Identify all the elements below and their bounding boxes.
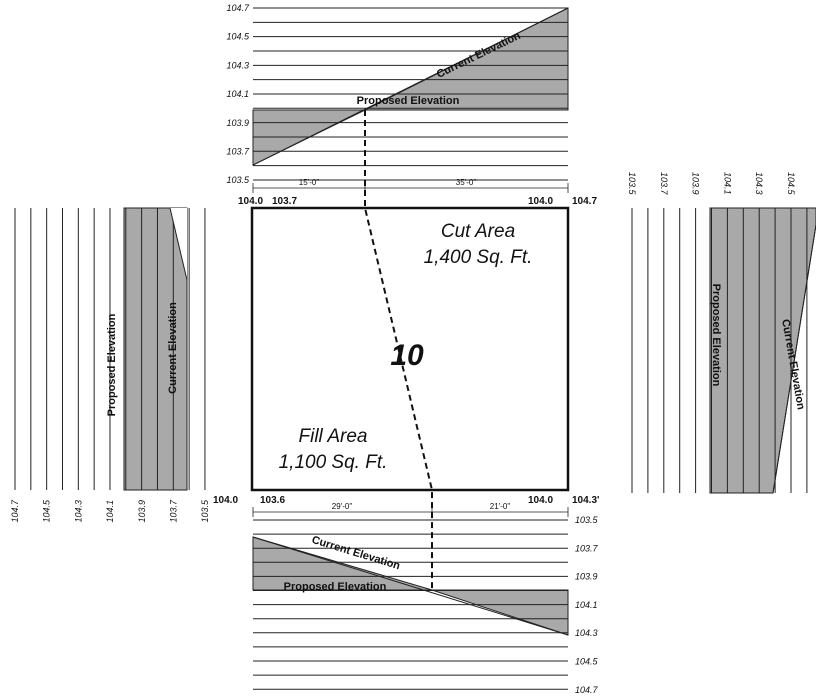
elevation-label: 103.5 [226,175,250,185]
elevation-label: 103.9 [575,572,598,582]
elevation-label: 104.7 [10,499,20,523]
elevation-label: 103.9 [137,500,147,523]
corner-elevation: 104.0 [238,196,263,207]
elevation-label: 104.5 [786,172,796,196]
square-number: 10 [390,339,424,372]
corner-elevation: 103.6 [260,495,285,506]
elevation-label: 104.1 [105,500,115,523]
elevation-label: 103.9 [691,172,701,195]
proposed-label: Proposed Elevation [357,95,460,107]
current-line [252,7,569,166]
dimension-label: 15'-0" [299,178,320,187]
elevation-label: 103.7 [575,543,599,553]
elevation-label: 104.3 [226,60,249,70]
elevation-label: 104.7 [226,3,250,13]
elevation-label: 104.7 [575,685,599,695]
right-profile-lines [631,208,808,493]
bottom-profile-lines [253,519,568,690]
left-profile-lines [14,208,206,490]
zero-line [364,110,433,590]
proposed-label: Proposed Elevation [284,581,387,593]
elevation-label: 103.7 [226,147,250,157]
elevation-label: 104.5 [42,499,52,523]
dimension-label: 35'-0" [456,178,477,187]
elevation-label: 103.5 [575,515,599,525]
left-shading [123,207,188,491]
grid-square [250,206,570,492]
elevation-label: 103.7 [169,499,179,523]
corner-elevation: 104.0 [528,196,553,207]
corner-elevation: 104.3' [572,495,599,506]
elevation-label: 104.3 [73,500,83,523]
fill-title: Fill Area [299,426,368,447]
proposed-label: Proposed Elevation [710,284,722,387]
dimension-label: 29'-0" [332,502,353,511]
elevation-label: 103.5 [627,172,637,196]
cut-title: Cut Area [441,221,515,242]
elevation-label: 104.5 [575,657,599,667]
dimension-label: 21'-0" [490,502,511,511]
elevation-label: 104.1 [722,172,732,195]
corner-elevation: 104.0 [213,495,238,506]
corner-elevation: 104.7 [572,196,597,207]
current-label: Current Elevation [167,302,179,394]
elevation-label: 103.5 [200,499,210,523]
elevation-label: 104.3 [754,172,764,195]
current-line [169,207,188,281]
right-shading [709,207,816,494]
proposed-label: Proposed Elevation [106,313,118,416]
cut-area: 1,400 Sq. Ft. [424,247,533,268]
elevation-label: 104.5 [226,32,250,42]
elevation-label: 103.9 [226,118,249,128]
current-line [252,536,569,636]
top-profile-lines [253,7,568,181]
elevation-label: 104.1 [575,600,598,610]
corner-elevation: 104.0 [528,495,553,506]
elevation-label: 103.7 [659,172,669,196]
corner-elevation: 103.7 [272,196,297,207]
fill-area: 1,100 Sq. Ft. [279,452,388,473]
elevation-label: 104.1 [226,89,249,99]
current-line [772,224,816,494]
elevation-label: 104.3 [575,628,598,638]
